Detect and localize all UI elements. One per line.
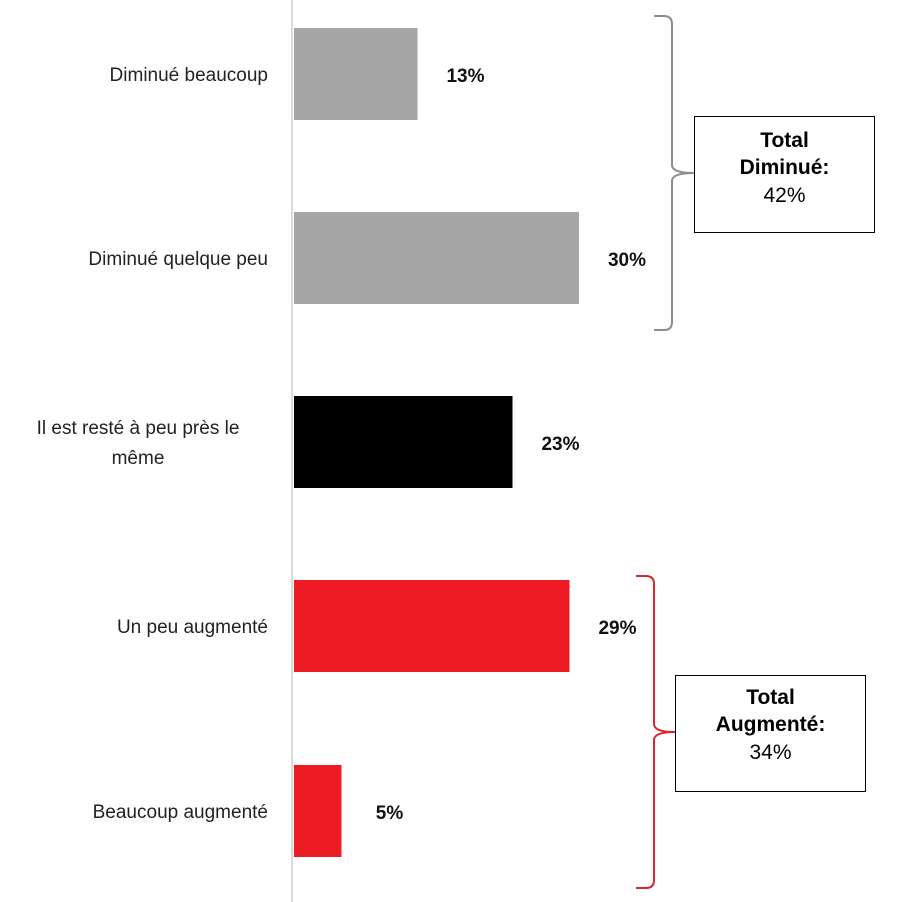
category-label-il-est-reste-a-peu-pres-le-meme: Il est resté à peu près le même (37, 418, 240, 469)
total-diminue-title-line2: Diminué: (739, 156, 830, 180)
value-label-beaucoup-augmente: 5% (376, 803, 404, 824)
bracket-total-diminue (654, 15, 695, 331)
total-augmente-box: Total Augmenté: 34% (675, 675, 866, 792)
value-label-diminue-quelque-peu: 30% (608, 250, 646, 271)
total-augmente-title-line1: Total (746, 686, 795, 709)
bar-diminue-quelque-peu (294, 212, 579, 304)
bar-un-peu-augmente (294, 580, 570, 672)
total-diminue-title-line1: Total (760, 129, 809, 152)
bar-diminue-beaucoup (294, 28, 418, 120)
total-augmente-value: 34% (749, 740, 792, 764)
total-diminue-box: Total Diminué: 42% (694, 116, 875, 233)
bars-group (294, 28, 579, 857)
category-label-beaucoup-augmente: Beaucoup augmenté (93, 802, 268, 823)
category-label-diminue-beaucoup: Diminué beaucoup (110, 65, 268, 86)
bar-beaucoup-augmente (294, 765, 342, 857)
value-labels-group: 13% 30% 23% 29% 5% (376, 66, 646, 824)
bracket-total-augmente (636, 575, 676, 889)
value-label-il-est-reste-a-peu-pres-le-meme: 23% (541, 434, 579, 455)
category-label-diminue-quelque-peu: Diminué quelque peu (88, 249, 268, 270)
category-label-un-peu-augmente: Un peu augmenté (117, 617, 268, 638)
bar-il-est-reste-a-peu-pres-le-meme (294, 396, 513, 488)
total-diminue-value: 42% (763, 183, 806, 207)
value-label-diminue-beaucoup: 13% (446, 66, 484, 87)
category-labels-group: Diminué beaucoup Diminué quelque peu Il es… (37, 65, 268, 823)
total-augmente-title-line2: Augmenté: (715, 713, 826, 737)
value-label-un-peu-augmente: 29% (598, 618, 636, 639)
